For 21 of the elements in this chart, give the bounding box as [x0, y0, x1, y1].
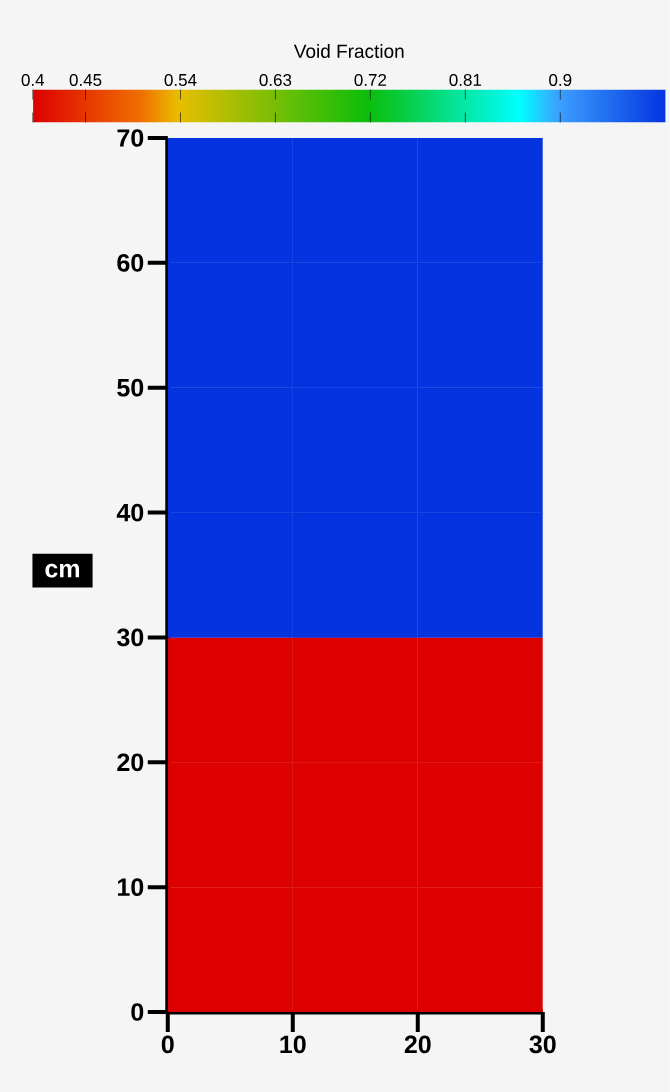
y-tick-label: 10: [118, 878, 144, 896]
y-tick-label: 50: [117, 378, 144, 397]
color-bar-label: 0.9: [549, 73, 572, 86]
color-bar-label: 0.72: [354, 73, 387, 86]
y-tick-label: 60: [117, 254, 144, 272]
y-tick-label: 0: [131, 1003, 144, 1021]
color-bar-label: 0.54: [164, 73, 197, 86]
y-axis-title: cm: [45, 563, 80, 578]
color-bar-label: 0.45: [69, 73, 102, 86]
color-bar-label: 0.81: [449, 73, 482, 86]
x-tick-label: 20: [404, 1035, 431, 1054]
x-tick-label: 10: [280, 1035, 306, 1054]
y-tick-label: 40: [116, 503, 144, 522]
x-tick-label: 30: [529, 1035, 556, 1054]
color-bar-label: 0.63: [259, 73, 292, 86]
color-bar-label: 0.4: [21, 73, 45, 86]
color-bar-title: Void Fraction: [294, 44, 404, 58]
y-tick-label: 20: [117, 753, 144, 772]
y-tick-label: 70: [117, 129, 144, 147]
y-tick-label: 30: [117, 628, 144, 647]
x-tick-label: 0: [161, 1035, 174, 1054]
